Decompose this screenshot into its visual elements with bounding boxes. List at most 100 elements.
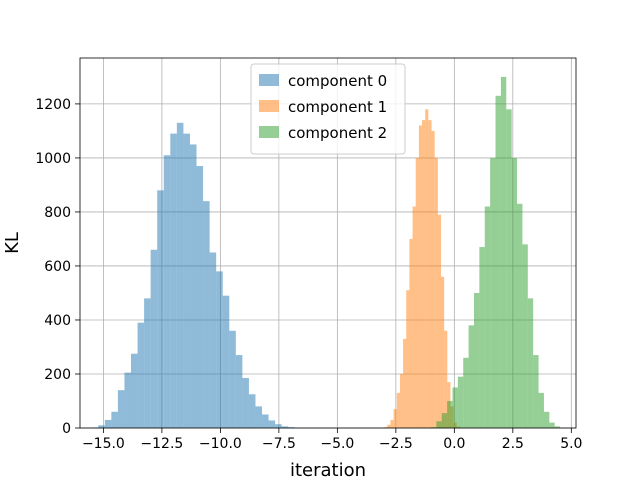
histogram-bar (422, 120, 426, 428)
histogram-bar (183, 133, 190, 429)
histogram-bar (517, 203, 523, 428)
y-tick-label: 1200 (35, 97, 71, 113)
histogram-bar (441, 413, 448, 428)
histogram-bar (473, 292, 480, 428)
histogram-bar (216, 271, 223, 428)
legend-swatch-2 (259, 126, 279, 138)
histogram-bar (288, 427, 295, 428)
histogram-bar (444, 330, 448, 428)
histogram-bar (393, 409, 397, 428)
x-tick-label: 0.0 (443, 436, 465, 452)
y-tick-label: 600 (44, 259, 71, 275)
histogram-bar (554, 426, 561, 428)
series-1-bars (384, 109, 460, 428)
histogram-bar (538, 392, 544, 428)
histogram-bar (281, 426, 289, 428)
legend-label-2: component 2 (288, 124, 387, 142)
histogram-bar (506, 109, 512, 428)
histogram-bar (447, 400, 453, 428)
x-axis-label: iteration (290, 460, 366, 480)
histogram-bar (150, 249, 158, 428)
histogram-bar (248, 394, 256, 428)
histogram-bar (268, 420, 276, 428)
histogram-bar (436, 421, 442, 428)
histogram-bar (441, 276, 445, 428)
series-0-bars (91, 122, 295, 429)
histogram-bar (387, 424, 391, 428)
legend: component 0 component 1 component 2 (250, 63, 406, 155)
histogram-bar (463, 357, 469, 428)
legend-swatch-0 (259, 74, 279, 86)
legend-label-0: component 0 (288, 72, 387, 90)
y-tick-label: 1000 (35, 151, 71, 167)
x-tick-label: −2.5 (379, 436, 413, 452)
histogram-bar (189, 144, 197, 429)
histogram-bar (384, 427, 388, 428)
histogram-bar (457, 376, 464, 428)
histogram-bar (209, 252, 217, 428)
y-tick-label: 200 (44, 367, 71, 383)
histogram-bar (418, 125, 423, 428)
x-tick-label: 2.5 (502, 436, 524, 452)
histogram-bar (403, 338, 407, 428)
histogram-bar (511, 157, 518, 428)
histogram-bar (144, 298, 151, 428)
legend-box (250, 63, 406, 155)
histogram-bar (452, 387, 458, 428)
histogram-bar (425, 109, 429, 428)
y-axis-label: KL (2, 232, 23, 254)
histogram-bar (124, 372, 132, 428)
histogram-bar (235, 355, 243, 428)
histogram-bar (431, 130, 435, 428)
histogram-bar (203, 201, 210, 428)
histogram-bar (390, 419, 394, 428)
plot-frame (79, 57, 577, 429)
histogram-bar (163, 155, 171, 429)
histogram-bar (527, 298, 534, 428)
histogram-bar (242, 378, 249, 428)
histogram-bar (275, 424, 282, 428)
legend-label-1: component 1 (288, 98, 387, 116)
histogram-bar (255, 406, 263, 428)
histogram-bar (170, 133, 177, 429)
x-tick-label: −12.5 (140, 436, 183, 452)
series-2-bars (430, 76, 561, 429)
histogram-bar (399, 373, 404, 428)
y-tick-label: 400 (44, 313, 71, 329)
histogram-bar (196, 166, 204, 429)
histogram-bar (262, 414, 269, 428)
histogram-bar (495, 95, 501, 429)
histogram-bar (522, 244, 528, 428)
histogram-bar (396, 392, 400, 428)
histogram-bar (533, 355, 539, 428)
histogram-bar (137, 322, 145, 428)
histogram-bar (468, 325, 474, 428)
y-tick-label: 0 (62, 421, 71, 437)
histogram-bar (131, 353, 138, 428)
histogram-bar (412, 206, 416, 428)
histogram-bar (549, 422, 555, 428)
x-tick-label: −5.0 (320, 436, 354, 452)
histogram-bar (428, 120, 432, 428)
histogram-bar (222, 295, 230, 428)
histogram-bar (117, 390, 125, 428)
histogram-bar (500, 76, 507, 429)
histogram-bar (430, 427, 437, 428)
histogram-bar (434, 157, 438, 428)
histogram-bar (111, 411, 118, 428)
x-tick-label: −15.0 (82, 436, 125, 452)
axes-layer: −15.0 −12.5 −10.0 −7.5 −5.0 −2.5 0.0 2.5 5.0 0 200… (35, 97, 582, 452)
x-tick-label: 5.0 (560, 436, 582, 452)
histogram-bar (409, 238, 413, 428)
histogram-bar (415, 157, 419, 428)
legend-swatch-1 (259, 100, 279, 112)
histogram-bar (484, 206, 491, 428)
histogram-bar (157, 190, 164, 428)
histogram-bar (437, 214, 442, 428)
histogram-bar (229, 330, 236, 428)
y-tick-label: 800 (44, 205, 71, 221)
histogram-bar (104, 419, 112, 428)
histogram-bar (98, 425, 105, 428)
